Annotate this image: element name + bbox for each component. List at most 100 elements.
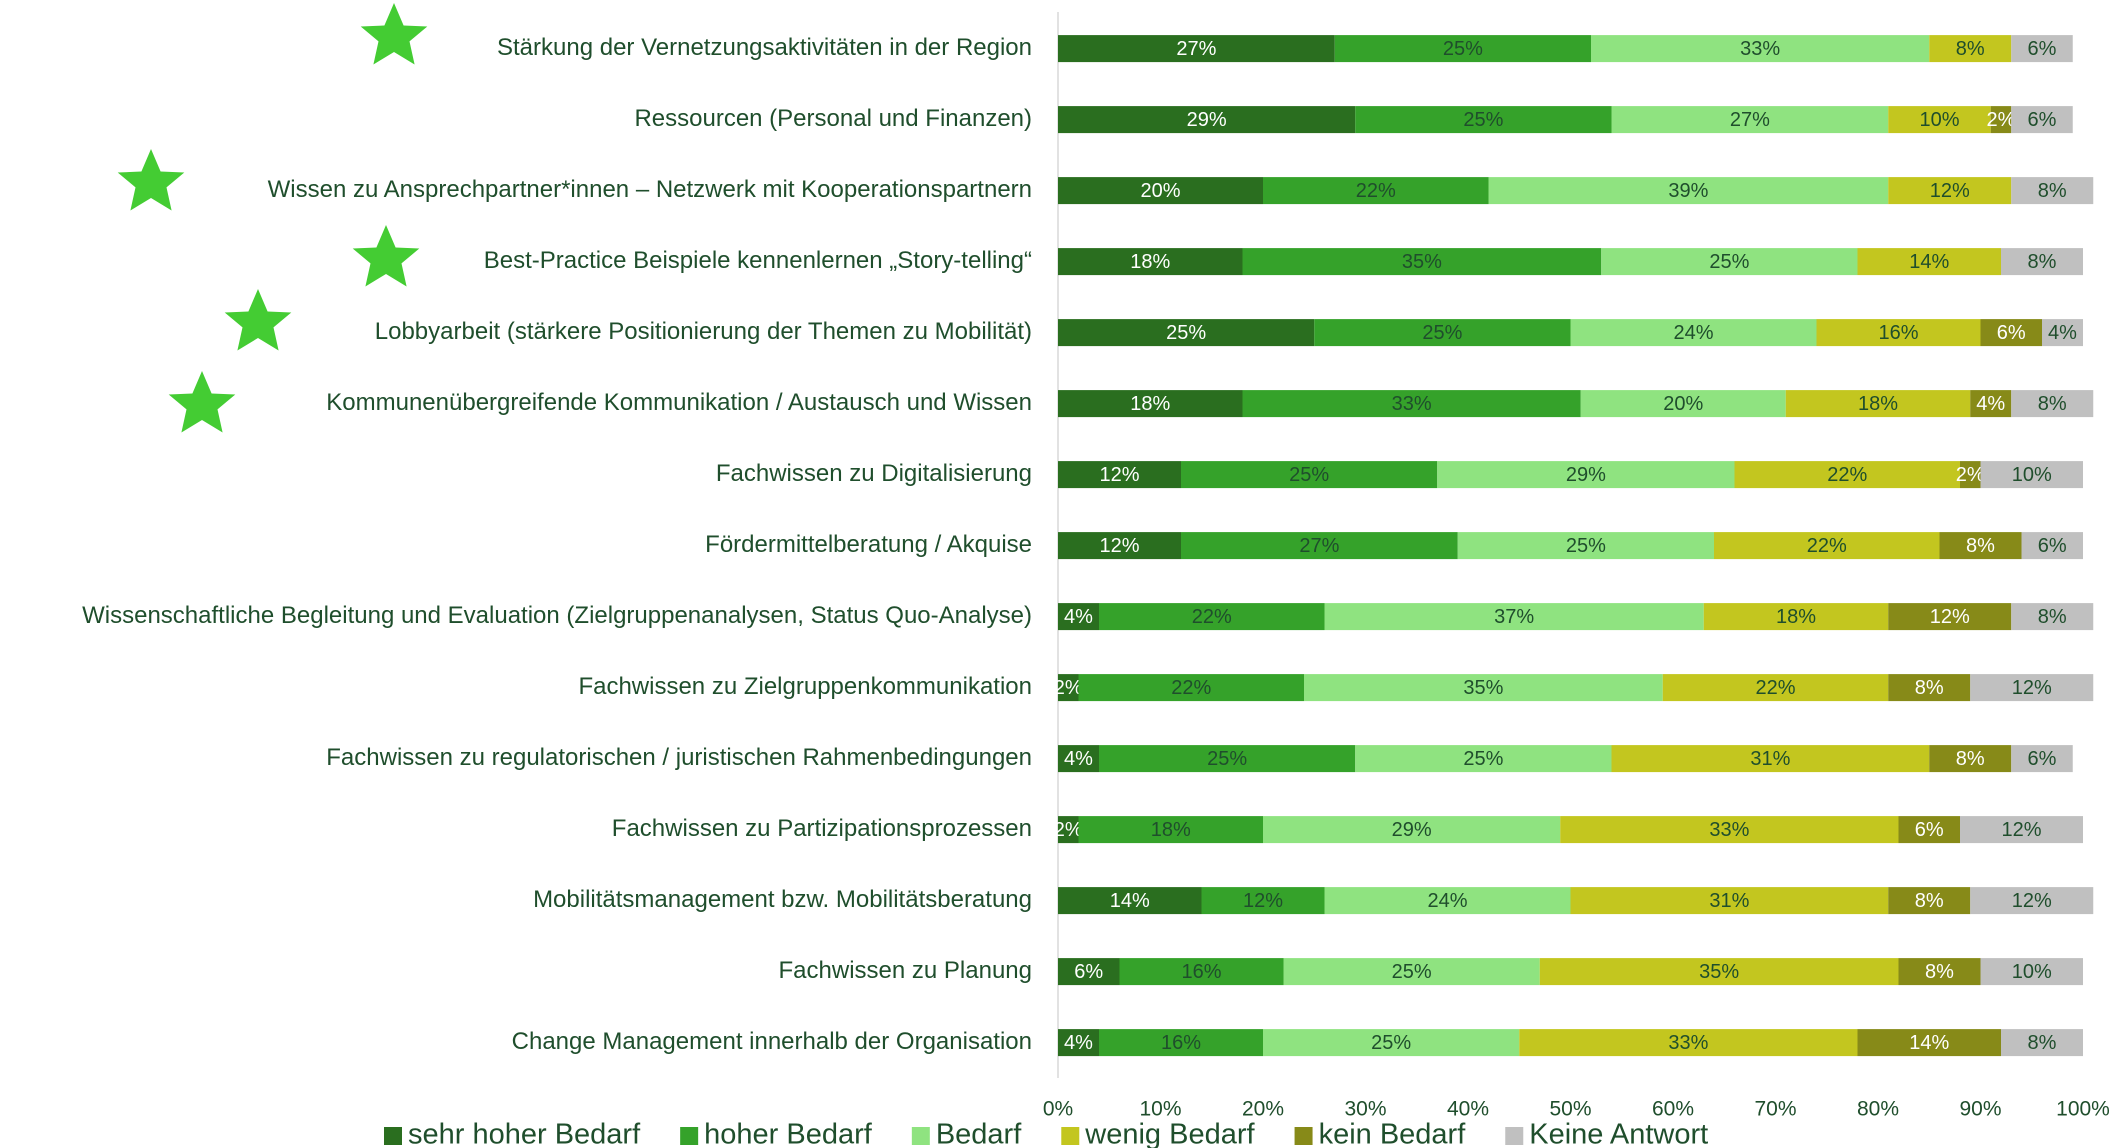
bar-segment <box>1662 674 1889 702</box>
x-tick-label: 100% <box>2056 1098 2110 1121</box>
bar-segment <box>2001 248 2083 276</box>
stars <box>117 3 428 433</box>
legend-swatch <box>384 1127 402 1145</box>
bar-segment <box>1980 958 2083 986</box>
bar-segment <box>1519 1029 1858 1057</box>
legend-swatch <box>680 1127 699 1145</box>
bar-segment <box>1611 745 1930 773</box>
legend-label: Keine Antwort <box>1529 1119 1708 1148</box>
x-tick-label: 20% <box>1242 1098 1284 1121</box>
value-label: 20% <box>1140 180 1180 202</box>
value-label: 33% <box>1740 38 1780 60</box>
legend-swatch <box>911 1127 930 1145</box>
value-label: 25% <box>1709 251 1749 273</box>
value-label: 33% <box>1392 393 1432 415</box>
bar-segment <box>2042 319 2083 347</box>
value-label: 29% <box>1187 109 1227 131</box>
value-label: 25% <box>1463 109 1503 131</box>
category-label: Change Management innerhalb der Organisa… <box>512 1028 1032 1055</box>
bar-segment <box>1181 461 1438 489</box>
bar-segment <box>2021 532 2083 560</box>
value-label: 2% <box>1956 464 1985 486</box>
star <box>360 3 428 65</box>
bar-segment <box>1314 319 1571 347</box>
bar-segment <box>1058 35 1335 63</box>
x-tick-label: 90% <box>1959 1098 2001 1121</box>
value-label: 2% <box>1987 109 2016 131</box>
value-label: 14% <box>1909 251 1949 273</box>
category-label: Stärkung der Vernetzungsaktivitäten in d… <box>497 34 1032 61</box>
value-label: 16% <box>1878 322 1918 344</box>
value-label: 8% <box>1915 890 1944 912</box>
bar-segment <box>1058 532 1181 560</box>
bar-segment <box>1058 603 1099 631</box>
category-label: Mobilitätsmanagement bzw. Mobilitätsbera… <box>533 886 1032 913</box>
bar-segment <box>1283 958 1540 986</box>
bar-segment <box>1929 745 2012 773</box>
bar-segment <box>1099 1029 1263 1057</box>
bar-segment <box>2001 1029 2083 1057</box>
value-label: 22% <box>1827 464 1867 486</box>
star <box>168 371 236 433</box>
bar-segment <box>1058 319 1315 347</box>
bar-segment <box>1201 887 1325 915</box>
category-label: Fördermittelberatung / Akquise <box>705 531 1032 558</box>
bar-segment <box>1058 461 1181 489</box>
value-label: 8% <box>2038 606 2067 628</box>
bar-segment <box>1263 177 1489 205</box>
value-label: 27% <box>1176 38 1216 60</box>
bar-segment <box>1263 816 1561 844</box>
value-label: 12% <box>2001 819 2041 841</box>
bar-segment <box>1058 390 1243 418</box>
value-label: 14% <box>1110 890 1150 912</box>
bar-segment <box>1611 106 1889 134</box>
bar-segment <box>1888 887 1971 915</box>
value-label: 18% <box>1130 393 1170 415</box>
bar-segment <box>1898 816 1960 844</box>
value-label: 25% <box>1463 748 1503 770</box>
star <box>224 289 292 351</box>
bar-segment <box>1888 603 2012 631</box>
bar-segment <box>1929 35 2012 63</box>
value-label: 6% <box>1074 961 1103 983</box>
bar-segment <box>1539 958 1899 986</box>
bar-segment <box>1078 816 1263 844</box>
value-label: 6% <box>2028 748 2057 770</box>
bar-segment <box>1980 319 2042 347</box>
bar-segment <box>1570 319 1817 347</box>
x-tick-label: 40% <box>1447 1098 1489 1121</box>
bar-segment <box>1099 603 1325 631</box>
value-label: 22% <box>1755 677 1795 699</box>
value-label: 10% <box>2012 961 2052 983</box>
value-label: 12% <box>1099 464 1139 486</box>
bar-segment <box>1785 390 1971 418</box>
value-label: 39% <box>1668 180 1708 202</box>
bar-segment <box>1058 177 1263 205</box>
category-label: Fachwissen zu Planung <box>779 957 1032 984</box>
legend-swatch <box>1061 1127 1080 1145</box>
value-label: 2% <box>1054 677 1083 699</box>
value-label: 8% <box>1966 535 1995 557</box>
bar-segment <box>1580 390 1786 418</box>
bar-segment <box>1888 177 2012 205</box>
x-tick-label: 80% <box>1857 1098 1899 1121</box>
bar-segment <box>1324 603 1704 631</box>
value-label: 6% <box>2038 535 2067 557</box>
category-label: Wissen zu Ansprechpartner*innen – Netzwe… <box>268 176 1032 203</box>
value-label: 10% <box>2012 464 2052 486</box>
value-label: 22% <box>1192 606 1232 628</box>
value-label: 18% <box>1151 819 1191 841</box>
category-label: Fachwissen zu Zielgruppenkommunikation <box>578 673 1032 700</box>
bar-segment <box>1857 1029 2001 1057</box>
value-label: 6% <box>1997 322 2026 344</box>
bar-segment <box>1304 674 1663 702</box>
star <box>117 149 185 211</box>
bar-segment <box>1181 532 1458 560</box>
bar-segment <box>1560 816 1899 844</box>
bar-segment <box>2011 603 2094 631</box>
bar-segment <box>1058 248 1243 276</box>
bar-segment <box>2011 106 2073 134</box>
x-tick-label: 10% <box>1139 1098 1181 1121</box>
bar-segment <box>1816 319 1981 347</box>
value-label: 8% <box>2038 393 2067 415</box>
